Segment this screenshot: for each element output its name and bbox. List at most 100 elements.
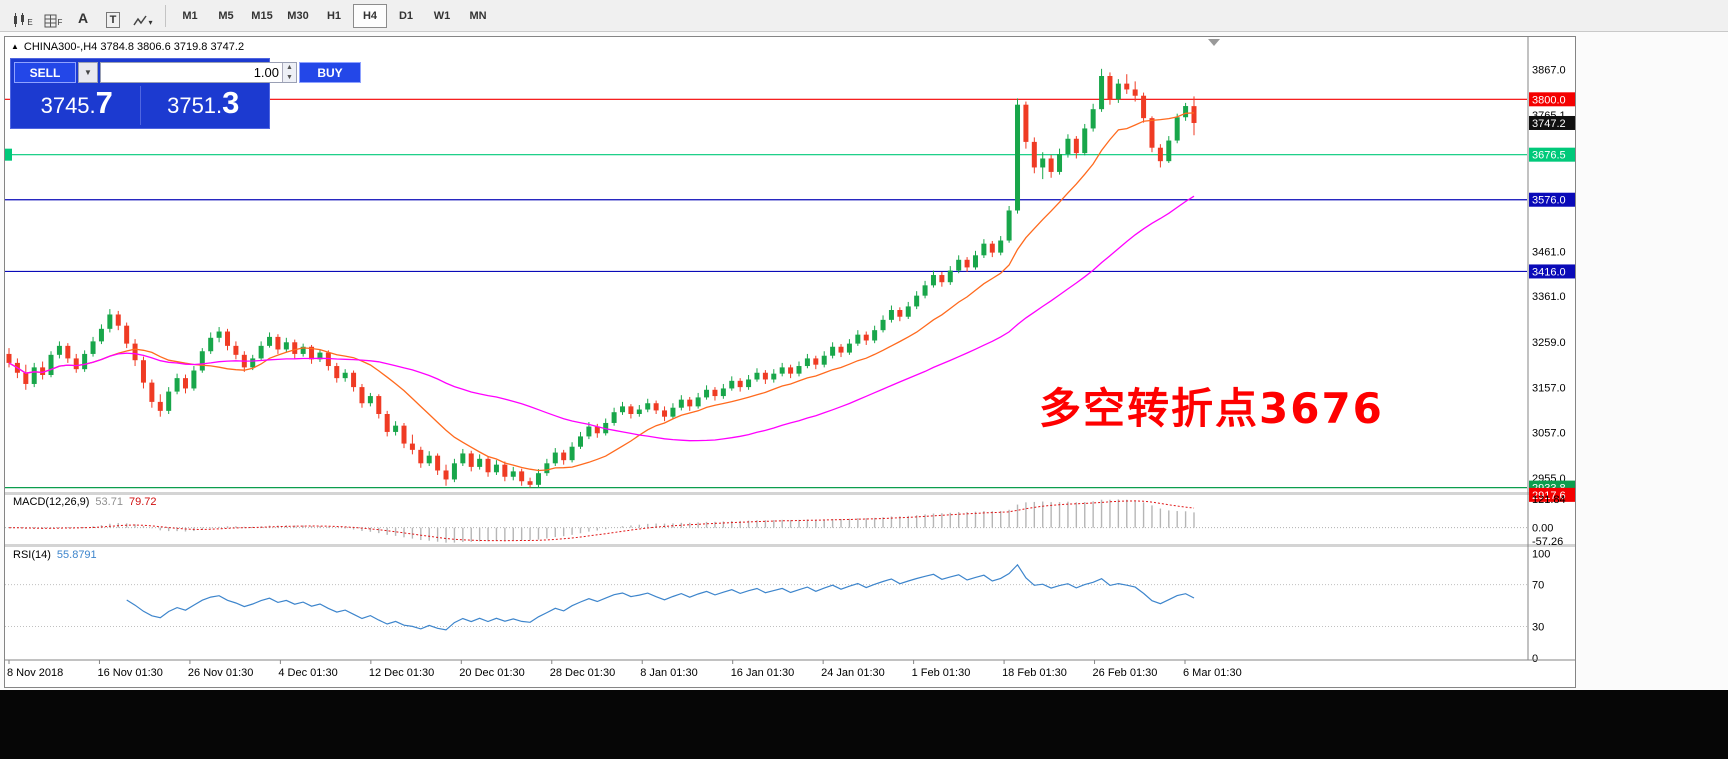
panel-splitter[interactable] [5,544,1575,547]
candle-body [905,306,911,317]
sell-price[interactable]: 3745.7 [40,85,113,120]
candle-body [897,310,903,317]
price-tag-label: 3416.0 [1532,266,1566,278]
timeframe-button-m30[interactable]: M30 [287,9,309,22]
candle-body [191,370,197,389]
price-tick-label: 3461.0 [1532,246,1566,258]
grid-template-icon[interactable]: F [39,4,67,28]
price-tag-label: 3800.0 [1532,94,1566,106]
candle-body [334,366,340,379]
candle-body [930,275,936,286]
timeframe-button-m5[interactable]: M5 [218,9,234,22]
candle-body [115,314,121,326]
volume-decrease-button[interactable]: ▼ [282,72,296,82]
buy-button[interactable]: BUY [299,62,361,83]
candle-body [90,341,96,354]
candle-body [687,399,693,407]
buy-price[interactable]: 3751.3 [167,85,240,120]
volume-dropdown-button[interactable]: ▼ [78,62,98,83]
timeframe-button-m1[interactable]: M1 [182,9,198,22]
macd-scale-label: 0.00 [1532,523,1553,535]
timeframe-button-w1[interactable]: W1 [433,9,451,22]
candle-body [140,360,146,383]
candle-body [712,389,718,397]
candle-body [124,325,130,344]
chart-expert-icon[interactable]: E [9,4,37,28]
time-axis[interactable]: 8 Nov 2018 16 Nov 01:30 26 Nov 01:30 4 Dec … [5,659,1575,679]
candle-body [586,426,592,437]
candle-body [762,372,768,380]
timeframe-button-h4[interactable]: H4 [353,3,387,28]
timeframe-button-h1[interactable]: H1 [326,9,342,22]
candle-body [846,343,852,353]
candle-body [208,337,214,352]
candle-body [1065,138,1071,154]
candle-body [645,403,651,410]
candle-body [40,367,46,375]
candle-body [225,331,231,346]
price-axis[interactable]: 3867.03765.13461.03361.03259.03157.03057… [1527,37,1575,665]
hline-left-anchor[interactable] [5,148,12,161]
slow-ma-line[interactable] [8,195,1195,442]
candle-body [199,351,205,371]
candle-body [1057,154,1063,172]
candle-body [309,346,315,360]
price-tag [1529,115,1575,130]
candle-body [628,406,634,414]
candle-body [1149,118,1155,148]
candle-body [611,412,617,423]
candle-body [460,453,466,464]
label-tool-icon[interactable]: A [77,9,89,26]
line-tools-icon[interactable]: ▾ [129,4,157,28]
price-tick-label: 3259.0 [1532,337,1566,349]
candle-body [821,355,827,365]
candle-body [65,345,71,359]
time-tick-label: 26 Feb 01:30 [1093,667,1158,679]
one-click-collapse-icon[interactable]: ▲ [11,42,19,51]
chart-shift-marker[interactable] [1208,39,1220,46]
candle-body [292,342,298,354]
time-tick-label: 16 Nov 01:30 [97,667,162,679]
chart-canvas[interactable]: 3867.03765.13461.03361.03259.03157.03057… [5,37,1575,687]
candle-body [653,403,659,411]
sell-button[interactable]: SELL [14,62,76,83]
candle-body [250,358,256,368]
candle-body [1141,95,1147,119]
one-click-trading-panel: SELL ▼ ▲ ▼ BUY 3745.7 3751.3 [10,58,361,129]
horizontal-lines[interactable] [5,98,1527,489]
candle-body [1191,106,1197,123]
fast-ma-line[interactable] [8,112,1195,472]
candlestick-series[interactable] [6,68,1197,488]
price-tick-label: 3157.0 [1532,383,1566,395]
candle-body [704,389,710,398]
candle-body [443,470,449,480]
candle-body [838,346,844,353]
timeframe-button-d1[interactable]: D1 [398,9,414,22]
candle-body [157,401,163,411]
rsi-plot[interactable] [5,563,1527,631]
candle-body [620,406,626,413]
candle-body [31,367,37,384]
chart-text-annotation[interactable]: 多空转折点3676 [1039,384,1384,433]
candle-body [1099,76,1105,110]
price-tag [1529,264,1575,279]
toolbar-separator [165,4,166,27]
text-tool-icon[interactable]: T [99,4,127,28]
timeframe-button-m15[interactable]: M15 [251,9,273,22]
candle-body [779,367,785,374]
candle-body [594,426,600,434]
price-tag-label: 3747.2 [1532,118,1566,130]
timeframe-button-mn[interactable]: MN [469,9,487,22]
candle-body [1040,158,1046,168]
candle-body [922,285,928,296]
volume-increase-button[interactable]: ▲ [282,63,296,73]
candle-body [695,397,701,407]
volume-input[interactable] [101,63,282,82]
candle-body [972,255,978,268]
candle-body [569,446,575,461]
chart-window[interactable]: 3867.0 3765.1 3461.0 3361.0 3259.0 3157.0 3057… [4,36,1576,688]
macd-plot[interactable] [5,499,1527,543]
candle-body [1090,109,1096,129]
candle-body [1073,138,1079,154]
panel-splitter[interactable] [5,492,1575,495]
